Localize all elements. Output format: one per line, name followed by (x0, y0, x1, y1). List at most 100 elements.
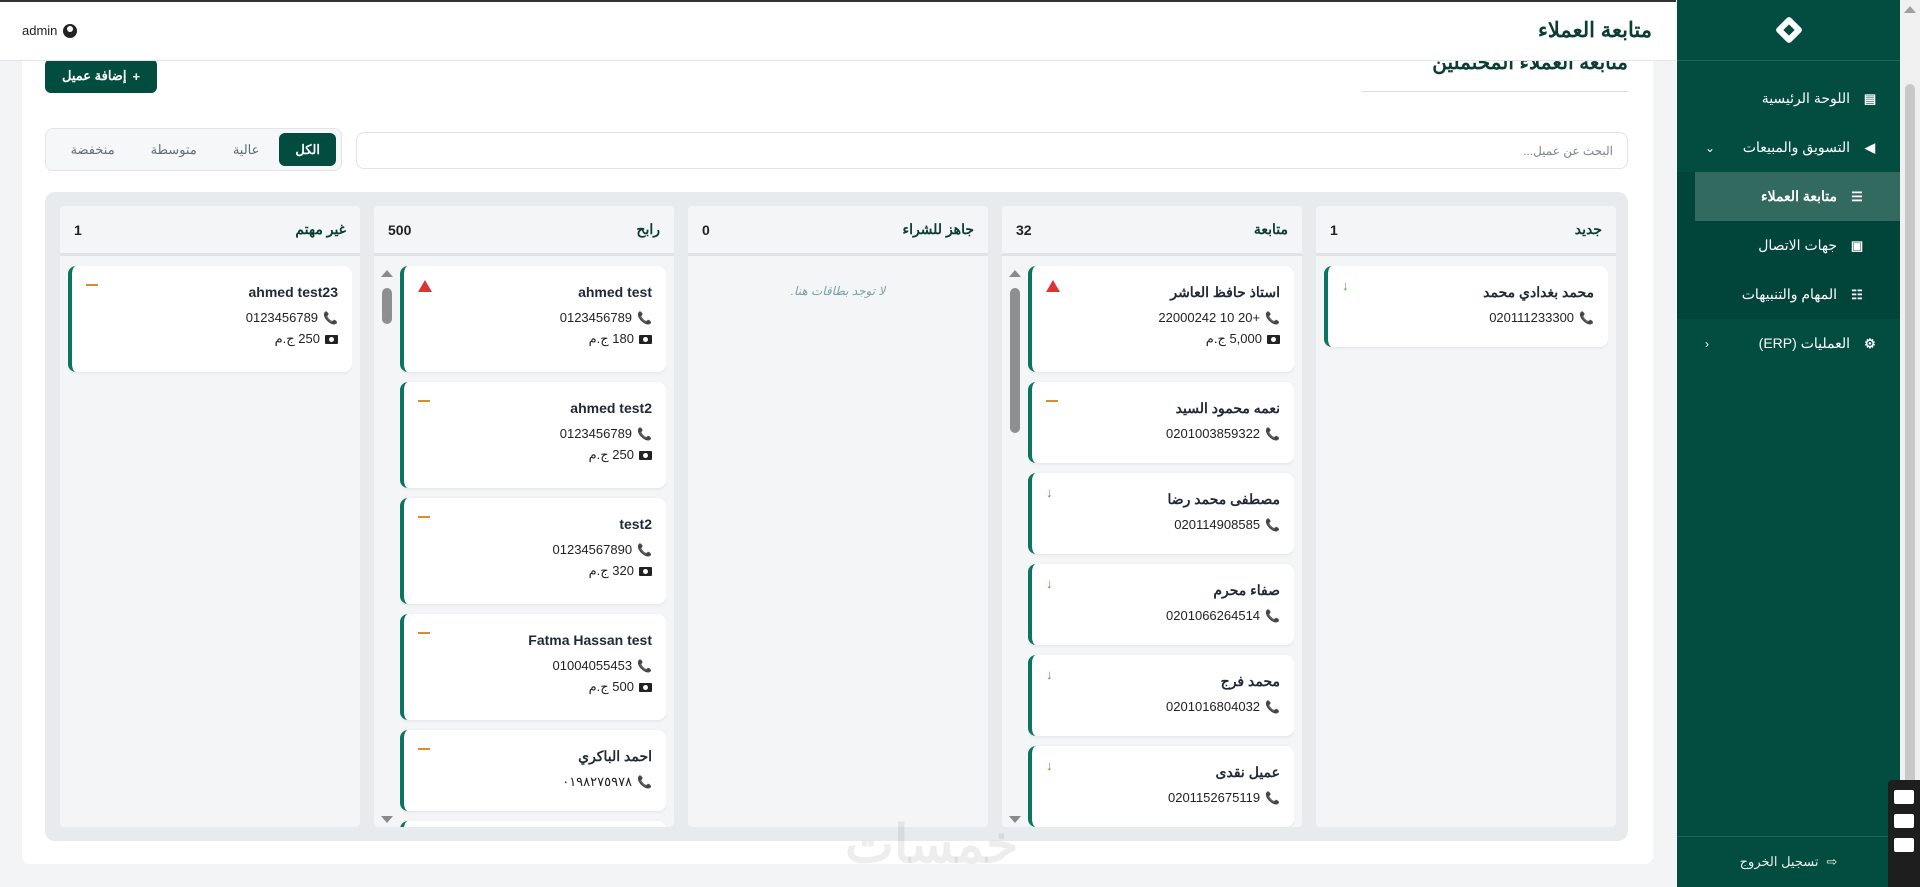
column-count: 0 (702, 221, 710, 238)
client-card[interactable]: Fatma Hassan test 📞 01004055453 500 ج.م (400, 614, 666, 720)
sidebar-item-client-followup[interactable]: ☰ متابعة العملاء (1695, 172, 1900, 221)
warning-icon (1046, 280, 1060, 292)
client-name: مصطفى محمد رضا (1167, 491, 1280, 507)
kanban-column: متابعة 32 استاذ حافظ العاشر 📞 +20 10 2200024… (1002, 206, 1302, 827)
add-client-label: إضافة عميل (61, 68, 127, 83)
client-card[interactable]: ↓ محمد فرج 📞 0201016804032 (1028, 655, 1294, 736)
client-name: استاذ حافظ العاشر (1170, 284, 1280, 300)
dash-icon (86, 284, 98, 286)
filter-tab[interactable]: عالية (232, 141, 260, 157)
filter-tab[interactable]: الكل (279, 133, 336, 166)
phone-number: 01234567890 (552, 542, 633, 557)
money-icon (639, 682, 652, 692)
sidebar-item-label: جهات الاتصال (1758, 237, 1837, 253)
column-scrollbar[interactable] (378, 266, 395, 827)
client-phone: 📞 0201016804032 (1046, 699, 1280, 714)
client-card[interactable]: ahmed test2 📞 0123456789 250 ج.م (400, 382, 666, 488)
client-name: محمد بغدادي محمد (1483, 284, 1594, 300)
scroll-thumb[interactable] (1905, 84, 1915, 864)
search-input[interactable] (356, 132, 1628, 169)
arrow-down-icon: ↓ (1342, 278, 1349, 293)
client-amount: 250 ج.م (86, 331, 338, 347)
list-icon: ☰ (1851, 188, 1863, 204)
client-name: عميل نقدى (1215, 764, 1280, 780)
logo[interactable] (1677, 0, 1900, 61)
client-phone: 📞 01004055453 (418, 658, 652, 673)
gears-icon: ⚙ (1864, 335, 1876, 351)
dash-icon (418, 748, 430, 750)
watermark: خمسات (845, 816, 1019, 874)
arrow-down-icon: ↓ (1046, 485, 1053, 500)
plus-icon: + (132, 68, 141, 84)
money-icon (639, 566, 652, 576)
window-icon[interactable] (1894, 838, 1914, 852)
phone-icon: 📞 (323, 310, 338, 325)
sidebar-item-label: التسويق والمبيعات (1742, 139, 1850, 155)
client-card[interactable]: ahmed test 📞 0123456789 180 ج.م (400, 266, 666, 372)
client-name: ahmed test23 (248, 284, 338, 300)
client-card[interactable]: test2 📞 01234567890 320 ج.م (400, 498, 666, 604)
user-name: admin (22, 23, 58, 38)
page-scrollbar[interactable] (1900, 0, 1920, 887)
phone-number: 0123456789 (559, 426, 633, 441)
scroll-thumb[interactable] (1010, 288, 1020, 433)
video-icon[interactable] (1894, 814, 1914, 828)
client-card[interactable]: احمد الباكري 📞 ٠١٩٨٢٧٥٩٧٨ (400, 730, 666, 811)
column-scrollbar[interactable] (1006, 266, 1023, 827)
phone-icon: 📞 (637, 775, 652, 789)
client-phone: 📞 +20 10 22000242 (1046, 310, 1280, 325)
client-card[interactable]: ↓ صفاء محرم 📞 0201066264514 (1028, 564, 1294, 645)
scroll-up-icon[interactable] (381, 270, 393, 277)
client-card[interactable]: ahmed test23 📞 0123456789 250 ج.م (68, 266, 352, 372)
client-card[interactable]: نعمه محمود السيد 📞 0201003859322 (1028, 382, 1294, 463)
main-content: متابعة العملاء المحتملين + إضافة عميل ال… (22, 40, 1653, 864)
sidebar-item-marketing[interactable]: ◀ التسويق والمبيعات ⌄ (1677, 123, 1900, 172)
column-count: 1 (74, 221, 82, 238)
column-title: جديد (1574, 221, 1602, 237)
camera-icon[interactable] (1894, 790, 1914, 804)
scroll-up-icon[interactable] (1009, 270, 1021, 277)
scroll-up-icon[interactable] (1904, 6, 1916, 13)
phone-number: 0201016804032 (1166, 699, 1261, 714)
logo-icon (1774, 15, 1803, 45)
sidebar-item-erp[interactable]: ⚙ العمليات (ERP) ‹ (1677, 319, 1900, 368)
phone-number: 0123456789 (559, 310, 633, 325)
sidebar-item-label: العمليات (ERP) (1758, 335, 1850, 351)
filter-tab[interactable]: متوسطة (150, 141, 197, 157)
client-card[interactable]: ↓ مصطفى محمد رضا 📞 020114908585 (1028, 473, 1294, 554)
user-menu[interactable]: admin (22, 23, 78, 38)
sidebar-item-dashboard[interactable]: ▤ اللوحة الرئيسية (1677, 74, 1900, 123)
sidebar: ▤ اللوحة الرئيسية ◀ التسويق والمبيعات ⌄ … (1677, 0, 1900, 887)
column-count: 1 (1330, 221, 1338, 238)
money-icon (1267, 334, 1280, 344)
client-phone: 📞 ٠١٩٨٢٧٥٩٧٨ (418, 774, 652, 790)
client-card[interactable]: ↓ عميل نقدى 📞 0201152675119 (1028, 746, 1294, 827)
sidebar-item-tasks[interactable]: ☷ المهام والتنبيهات (1677, 270, 1900, 319)
dash-icon (418, 632, 430, 634)
amount-value: 320 ج.م (588, 563, 634, 578)
add-client-button[interactable]: + إضافة عميل (45, 59, 157, 93)
logout-button[interactable]: ⇨ تسجيل الخروج (1677, 836, 1900, 887)
client-card[interactable]: ↓ محمد بغدادي محمد 📞 020111233300 (1324, 266, 1608, 347)
money-icon (325, 334, 338, 344)
amount-value: 5,000 ج.م (1205, 331, 1262, 346)
tasks-icon: ☷ (1851, 286, 1863, 302)
scroll-thumb[interactable] (382, 288, 392, 324)
scroll-down-icon[interactable] (1009, 816, 1021, 823)
phone-icon: 📞 (1265, 790, 1280, 805)
client-name: Fatma Hassan test (528, 632, 652, 648)
filter-tab[interactable]: منخفضة (70, 141, 115, 157)
scroll-down-icon[interactable] (381, 816, 393, 823)
kanban-board: جديد 1 ↓ محمد بغدادي محمد 📞 020111233300 متابع… (45, 192, 1628, 841)
money-icon (639, 450, 652, 460)
dash-icon (418, 400, 430, 402)
extension-toolbar (1888, 780, 1920, 887)
client-name: صفاء محرم (1213, 582, 1280, 598)
chart-icon: ▤ (1863, 90, 1877, 106)
phone-number: 020114908585 (1174, 517, 1261, 532)
sidebar-item-contacts[interactable]: ▣ جهات الاتصال (1677, 221, 1900, 270)
client-card[interactable] (400, 821, 666, 827)
client-amount: 5,000 ج.م (1046, 331, 1280, 347)
client-card[interactable]: استاذ حافظ العاشر 📞 +20 10 22000242 5,000 ج… (1028, 266, 1294, 372)
client-phone: 📞 0201066264514 (1046, 608, 1280, 623)
